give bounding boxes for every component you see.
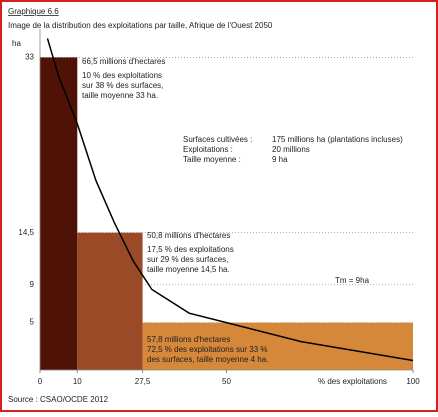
bar — [142, 322, 413, 370]
summary-text: 20 millions — [272, 145, 310, 154]
annotation: 17,5 % des exploitations — [147, 245, 234, 254]
x-tick-label: 0 — [38, 377, 43, 386]
bar — [77, 232, 143, 370]
annotation: taille moyenne 33 ha. — [82, 91, 158, 100]
mean-label: Tm = 9ha — [335, 276, 370, 285]
chart-subtitle: Image de la distribution des exploitatio… — [8, 21, 273, 30]
source: Source : CSAO/OCDE 2012 — [8, 395, 109, 404]
summary-text: 175 millions ha (plantations incluses) — [272, 135, 403, 144]
annotation: sur 38 % des surfaces, — [82, 81, 163, 90]
x-axis-label: % des exploitations — [318, 377, 387, 386]
annotation: 57,8 millions d'hectares — [147, 335, 230, 344]
curve — [46, 38, 414, 362]
y-tick-label: 5 — [30, 318, 35, 327]
annotation: sur 29 % des surfaces, — [147, 255, 228, 264]
summary-text: Exploitations : — [183, 145, 233, 154]
summary-text: 9 ha — [272, 155, 288, 164]
chart-title: Graphique 6.6 — [8, 7, 59, 16]
annotation: taille moyenne 14,5 ha. — [147, 265, 230, 274]
annotation: des surfaces, taille moyenne 4 ha. — [147, 355, 268, 364]
x-tick-label: 10 — [73, 377, 82, 386]
annotation: 10 % des exploitations — [82, 71, 162, 80]
x-tick-label: 27,5 — [135, 377, 151, 386]
y-tick-label: 14,5 — [18, 228, 34, 237]
y-axis-label: ha — [12, 39, 21, 48]
y-tick-label: 33 — [25, 53, 34, 62]
annotation: 72,5 % des exploitations sur 33 % — [147, 345, 268, 354]
x-tick-label: 100 — [406, 377, 420, 386]
summary-text: Taille moyenne : — [183, 155, 241, 164]
annotation: 66,5 millions d'hectares — [82, 57, 165, 66]
x-tick-label: 50 — [222, 377, 231, 386]
summary-text: Surfaces cultivées : — [183, 135, 252, 144]
bar — [40, 57, 78, 371]
y-tick-label: 9 — [30, 280, 35, 289]
annotation: 50,8 millions d'hectares — [147, 231, 230, 240]
